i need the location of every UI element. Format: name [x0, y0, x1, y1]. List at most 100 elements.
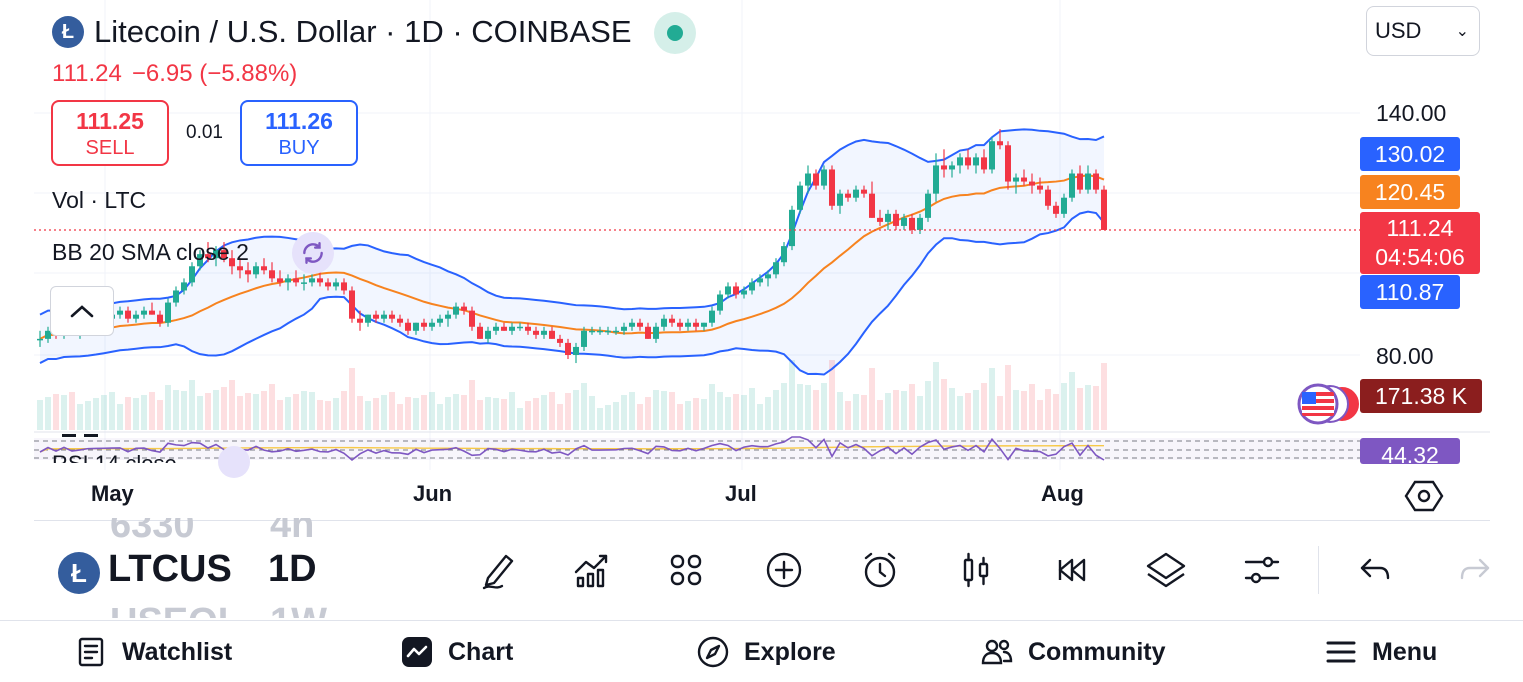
nav-chart[interactable]: Chart — [400, 635, 513, 669]
volume-bar — [549, 392, 555, 430]
volume-bar — [741, 395, 747, 430]
candle-body — [861, 189, 867, 194]
currency-select[interactable]: USD ⌄ — [1366, 6, 1480, 56]
volume-bar — [845, 401, 851, 430]
draw-icon[interactable] — [474, 546, 522, 594]
volume-legend[interactable]: Vol · LTC — [52, 187, 147, 213]
candle-body — [453, 306, 459, 315]
candle-body — [493, 326, 499, 331]
candle-body — [965, 157, 971, 166]
symbol-picker[interactable]: LTCUS — [108, 548, 232, 590]
volume-bar — [925, 381, 931, 430]
buy-button[interactable]: 111.26 BUY — [240, 100, 358, 166]
candle-body — [629, 322, 635, 327]
candle-body — [749, 282, 755, 291]
volume-bar — [501, 399, 507, 430]
volume-bar — [733, 394, 739, 430]
volume-bar — [85, 401, 91, 430]
nav-explore[interactable]: Explore — [696, 635, 836, 669]
candle-body — [589, 330, 595, 333]
volume-bar — [941, 379, 947, 430]
ghost-symbol-above: 6330 — [110, 518, 195, 540]
undo-icon[interactable] — [1352, 546, 1400, 594]
bollinger-legend[interactable]: BB 20 SMA close 2 — [52, 239, 249, 265]
candle-body — [813, 173, 819, 186]
settings-sliders-icon[interactable] — [1238, 546, 1286, 594]
add-icon[interactable] — [760, 546, 808, 594]
symbol-header[interactable]: Ł Litecoin / U.S. Dollar · 1D · COINBASE — [52, 12, 632, 52]
volume-bar — [45, 397, 51, 430]
month-label-jun: Jun — [413, 481, 453, 506]
refresh-icon[interactable] — [292, 232, 334, 274]
volume-bar — [981, 383, 987, 430]
volume-bar — [909, 384, 915, 430]
price-change-abs: −6.95 — [131, 60, 193, 87]
volume-bar — [405, 397, 411, 430]
candle-body — [1021, 177, 1027, 182]
volume-bar — [389, 392, 395, 430]
rsi-handle — [84, 434, 98, 437]
sell-button[interactable]: 111.25 SELL — [51, 100, 169, 166]
candle-body — [621, 326, 627, 331]
candle-body — [133, 314, 139, 319]
price-chart[interactable] — [0, 0, 1523, 520]
volume-bar — [781, 383, 787, 430]
nav-community[interactable]: Community — [980, 635, 1166, 669]
candle-body — [189, 266, 195, 283]
redo-icon[interactable] — [1450, 546, 1498, 594]
nav-menu-label: Menu — [1372, 637, 1438, 666]
volume-bar — [197, 396, 203, 430]
volume-bar — [381, 395, 387, 430]
nav-watchlist[interactable]: Watchlist — [74, 635, 232, 669]
candle-body — [693, 322, 699, 327]
candle-body — [717, 294, 723, 311]
chart-settings-icon[interactable] — [1404, 476, 1444, 516]
candle-body — [829, 169, 835, 206]
volume-bar — [541, 395, 547, 430]
candle-body — [837, 193, 843, 206]
volume-bar — [333, 398, 339, 430]
volume-bar — [1069, 372, 1075, 430]
nav-chart-label: Chart — [448, 637, 514, 666]
templates-icon[interactable] — [662, 546, 710, 594]
rsi-legend[interactable]: RSI 14 close — [52, 449, 177, 463]
volume-bar — [621, 395, 627, 430]
candle-body — [933, 165, 939, 194]
candle-body — [877, 217, 883, 222]
volume-bar — [181, 391, 187, 430]
candle-body — [373, 314, 379, 319]
candle-body — [413, 322, 419, 331]
candle-body — [973, 157, 979, 166]
volume-bar — [413, 398, 419, 430]
volume-bar — [261, 391, 267, 430]
candle-type-icon[interactable] — [952, 546, 1000, 594]
indicators-icon[interactable] — [568, 546, 616, 594]
nav-menu[interactable]: Menu — [1324, 635, 1437, 669]
candle-body — [805, 173, 811, 186]
volume-bar — [149, 392, 155, 430]
candle-body — [893, 213, 899, 226]
interval-picker[interactable]: 1D — [268, 548, 317, 590]
candle-body — [741, 290, 747, 295]
us-flag-icon[interactable] — [1290, 382, 1360, 426]
market-open-status-icon[interactable] — [654, 12, 696, 54]
volume-bar — [53, 394, 59, 430]
layers-icon[interactable] — [1142, 546, 1190, 594]
replay-icon[interactable] — [1048, 546, 1096, 594]
volume-bar — [789, 360, 795, 430]
candle-body — [1045, 189, 1051, 206]
currency-value: USD — [1375, 18, 1422, 43]
volume-bar — [629, 392, 635, 430]
volume-bar — [957, 396, 963, 430]
volume-bar — [813, 390, 819, 430]
collapse-legend-button[interactable] — [50, 286, 114, 336]
candle-body — [1077, 173, 1083, 190]
alert-icon[interactable] — [856, 546, 904, 594]
volume-bar — [853, 394, 859, 430]
volume-bar — [637, 404, 643, 430]
volume-bar — [557, 404, 563, 430]
buy-price: 111.26 — [265, 108, 333, 134]
candle-body — [685, 322, 691, 327]
candle-body — [381, 314, 387, 319]
candle-body — [661, 318, 667, 327]
